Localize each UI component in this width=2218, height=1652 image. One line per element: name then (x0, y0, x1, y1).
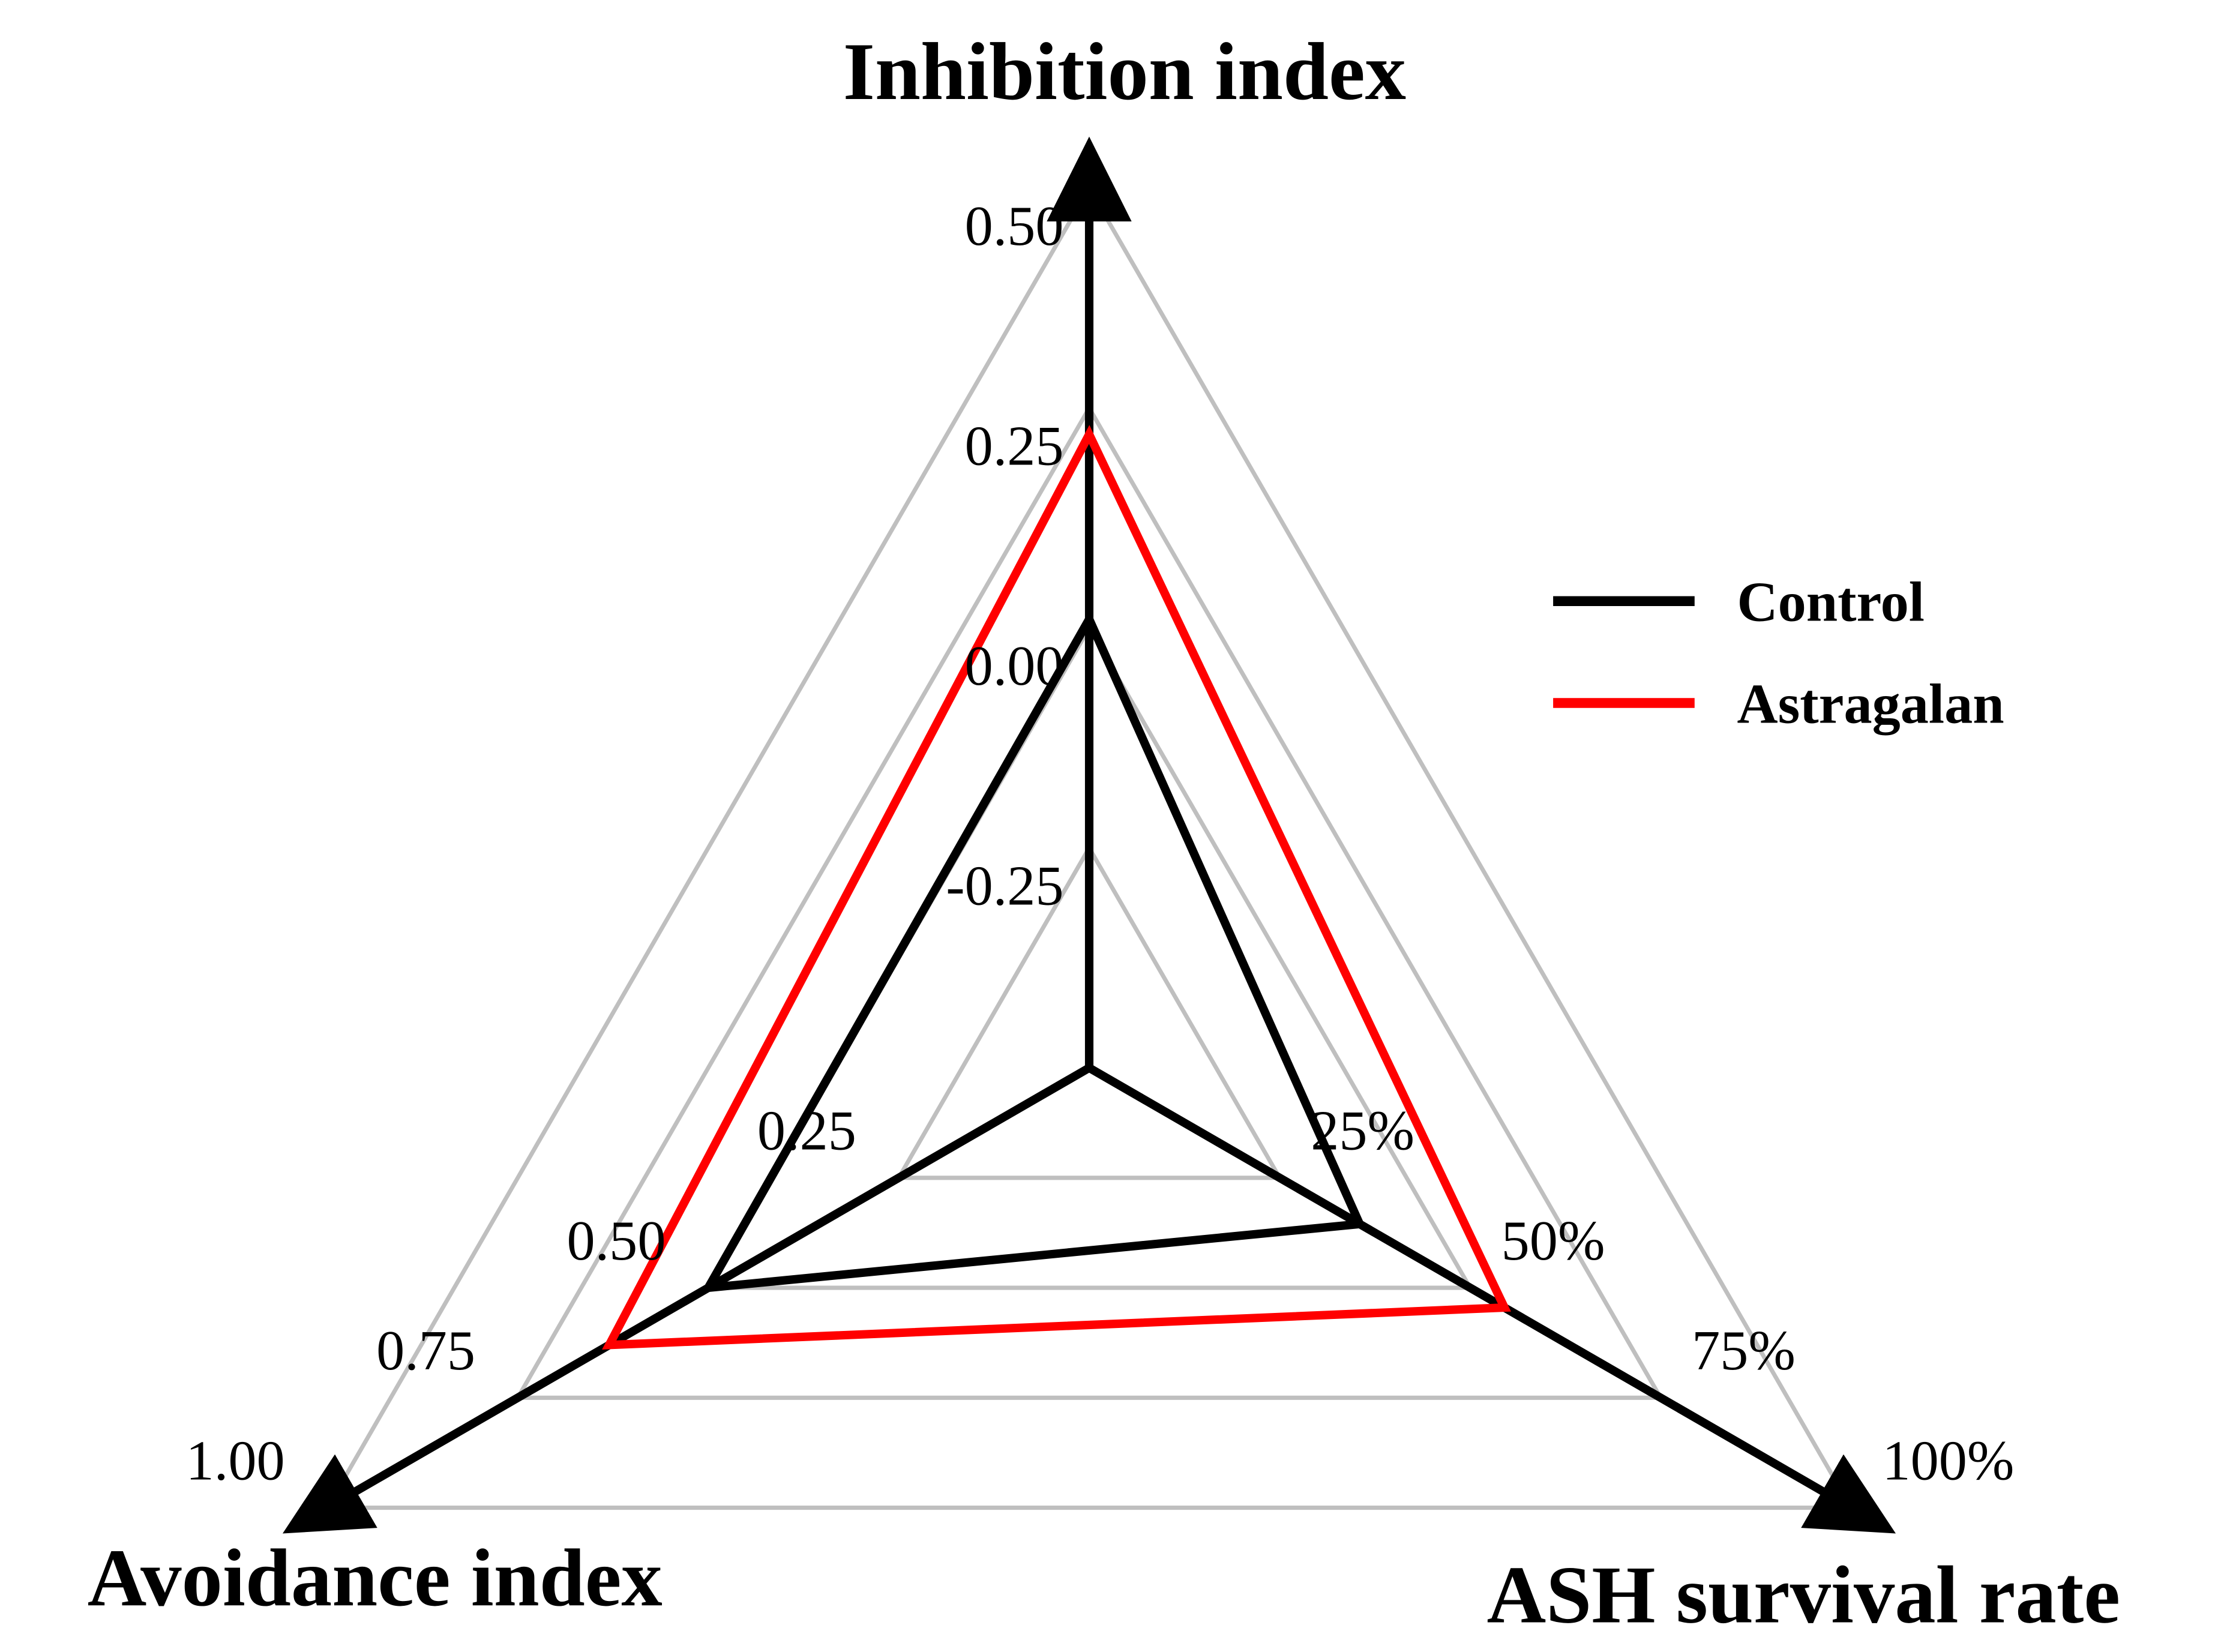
tick-label-inhibition: 0.25 (965, 415, 1064, 477)
tick-label-survival: 50% (1501, 1210, 1605, 1272)
tick-label-avoidance: 0.25 (757, 1100, 856, 1162)
legend-label-astragalan: Astragalan (1737, 673, 2004, 735)
tick-label-survival: 100% (1883, 1429, 2015, 1492)
axis-title-survival: ASH survival rate (1487, 1549, 2120, 1641)
axis-line-avoidance (282, 1064, 1092, 1534)
legend-label-control: Control (1737, 571, 1925, 634)
axis-line-survival (1087, 1064, 1896, 1534)
series (602, 425, 1511, 1350)
series-astragalan (602, 425, 1511, 1350)
series-control (700, 610, 1366, 1293)
legend: Control Astragalan (1553, 571, 2004, 735)
axis-title-inhibition: Inhibition index (843, 26, 1406, 117)
tick-label-avoidance: 1.00 (186, 1429, 285, 1492)
axes (282, 136, 1896, 1534)
grid-ring (323, 184, 1855, 1510)
tick-label-avoidance: 0.75 (376, 1320, 475, 1382)
tick-label-inhibition: 0.00 (965, 635, 1064, 697)
tick-label-survival: 25% (1311, 1100, 1414, 1162)
tick-label-inhibition: -0.25 (946, 855, 1063, 917)
tick-labels: -0.25 0.00 0.25 0.50 0.25 0.50 0.75 1.00 25% 50% 7… (186, 195, 2015, 1492)
grid-ring (514, 403, 1665, 1400)
tick-label-inhibition: 0.50 (965, 195, 1064, 257)
axis-title-avoidance: Avoidance index (88, 1532, 663, 1623)
tick-label-avoidance: 0.50 (567, 1210, 666, 1272)
tick-label-survival: 75% (1692, 1320, 1796, 1382)
grid-ring (895, 843, 1284, 1180)
